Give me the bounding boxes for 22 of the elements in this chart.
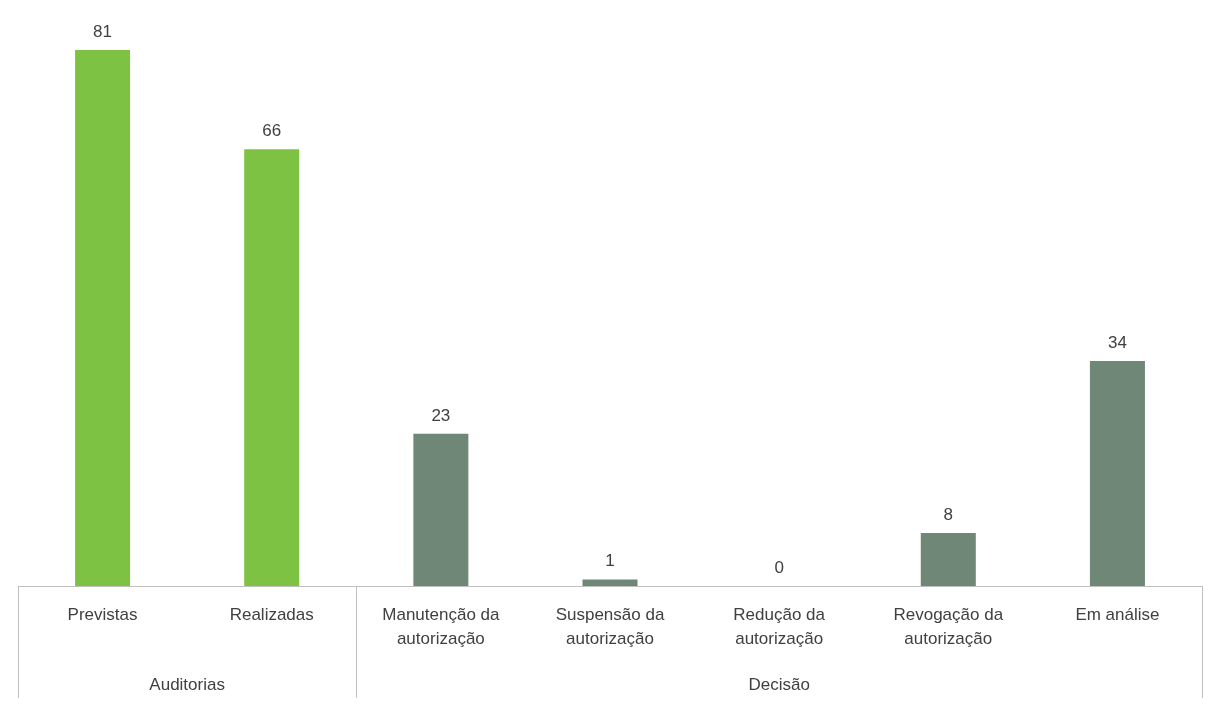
x-tick-label: Previstas	[67, 604, 138, 624]
x-tick-label: Redução da autorização	[733, 604, 826, 648]
x-tick-label: Manutenção da autorização	[382, 604, 500, 648]
bar	[244, 149, 300, 586]
data-label: 66	[262, 121, 282, 141]
bar	[920, 533, 976, 586]
data-label: 34	[1107, 333, 1127, 353]
data-label: 81	[93, 22, 113, 41]
x-tick-label: Revogação da autorização	[893, 604, 1004, 648]
text: Auditorias	[149, 674, 225, 694]
data-label: 23	[431, 405, 451, 425]
x-tick-label: Em análise	[1075, 604, 1160, 624]
bar	[413, 433, 469, 586]
bar	[1089, 361, 1145, 586]
data-label: 8	[943, 505, 954, 525]
bar	[75, 50, 131, 586]
text: Decisão	[748, 674, 810, 694]
x-tick-label: Realizadas	[229, 604, 314, 624]
x-tick-label: Suspensão da autorização	[555, 604, 665, 648]
data-label: 0	[774, 558, 784, 577]
data-label: 1	[605, 551, 615, 571]
bar	[582, 579, 638, 586]
